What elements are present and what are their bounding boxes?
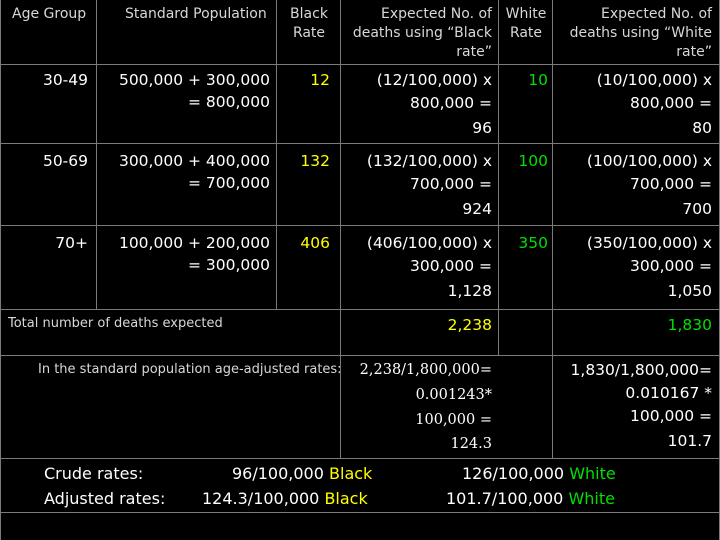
header-expected-black-2: deaths using “Black <box>352 25 492 41</box>
adjusted-white-line1: 1,830/1,800,000= <box>570 361 712 379</box>
expected-black-line1: (12/100,000) x <box>376 71 492 89</box>
adjusted-black-line3: 100,000 = <box>415 412 492 428</box>
totals-label: Total number of deaths expected <box>8 316 223 331</box>
divider-row-3 <box>0 309 720 310</box>
header-white-rate-1: White <box>505 6 547 22</box>
col-line-2 <box>276 0 277 309</box>
expected-black-line1: (132/100,000) x <box>366 152 492 170</box>
crude-white-word: White <box>569 464 616 483</box>
header-age-group: Age Group <box>12 6 87 22</box>
divider-row-1 <box>0 143 720 144</box>
black-rate-cell: 12 <box>310 71 330 89</box>
adjusted-white-line4: 101.7 <box>667 432 712 450</box>
header-expected-white-3: rate” <box>676 44 712 60</box>
col-line-3 <box>340 0 341 458</box>
divider-adjusted <box>0 458 720 459</box>
white-rate-cell: 100 <box>518 152 548 170</box>
expected-white-line1: (100/100,000) x <box>586 152 712 170</box>
crude-black-rate: 96/100,000 Black <box>232 466 372 482</box>
age-cell: 50-69 <box>42 152 88 170</box>
white-rate-cell: 10 <box>528 71 548 89</box>
divider-summary <box>0 512 720 513</box>
divider-totals <box>0 355 720 356</box>
adjusted-black-line1: 2,238/1,800,000= <box>359 362 492 378</box>
expected-white-line1: (10/100,000) x <box>596 71 712 89</box>
population-cell-line2: = 800,000 <box>187 93 270 111</box>
border-left <box>0 0 1 540</box>
expected-black-line1: (406/100,000) x <box>366 234 492 252</box>
adjusted-black-line4: 124.3 <box>450 436 492 452</box>
divider-header <box>0 64 720 65</box>
adjusted-rates-label: Adjusted rates: <box>44 489 166 508</box>
adjusted-black-value: 124.3/100,000 <box>202 489 320 508</box>
col-line-1 <box>96 0 97 309</box>
crude-white-rate: 126/100,000 White <box>462 466 616 482</box>
header-expected-black-3: rate” <box>456 44 492 60</box>
adjusted-white-word: White <box>568 489 615 508</box>
crude-black-value: 96/100,000 <box>232 464 324 483</box>
expected-white-line3: 700 <box>682 200 712 218</box>
crude-rates-label: Crude rates: <box>44 464 144 483</box>
population-cell-line1: 300,000 + 400,000 <box>118 152 270 170</box>
adjusted-black-rate: 124.3/100,000 Black <box>202 491 368 507</box>
col-line-5 <box>552 0 553 458</box>
expected-white-line3: 80 <box>692 119 712 137</box>
adjusted-label: In the standard population age-adjusted … <box>38 362 342 377</box>
expected-black-line3: 96 <box>472 119 492 137</box>
header-black-rate-2: Rate <box>292 25 326 41</box>
divider-row-2 <box>0 225 720 226</box>
population-cell-line2: = 700,000 <box>187 174 270 192</box>
white-rate-cell: 350 <box>518 234 548 252</box>
black-rate-cell: 406 <box>300 234 330 252</box>
black-rate-cell: 132 <box>300 152 330 170</box>
adjusted-white-rate: 101.7/100,000 White <box>446 491 615 507</box>
adjusted-black-word: Black <box>324 489 368 508</box>
population-cell-line2: = 300,000 <box>187 256 270 274</box>
expected-white-line2: 700,000 = <box>629 175 712 193</box>
expected-white-line1: (350/100,000) x <box>586 234 712 252</box>
col-line-4 <box>498 0 499 355</box>
expected-white-line2: 300,000 = <box>629 257 712 275</box>
expected-black-line3: 1,128 <box>447 282 492 300</box>
crude-white-value: 126/100,000 <box>462 464 565 483</box>
age-cell: 70+ <box>55 234 88 252</box>
population-cell-line1: 100,000 + 200,000 <box>118 234 270 252</box>
expected-black-line3: 924 <box>462 200 492 218</box>
total-black: 2,238 <box>447 316 492 334</box>
crude-black-word: Black <box>329 464 373 483</box>
expected-white-line2: 800,000 = <box>629 94 712 112</box>
header-expected-black-1: Expected No. of <box>381 6 492 22</box>
expected-white-line3: 1,050 <box>667 282 712 300</box>
expected-black-line2: 800,000 = <box>409 94 492 112</box>
age-cell: 30-49 <box>42 71 88 89</box>
adjusted-white-line2: 0.010167 * <box>625 384 712 402</box>
header-white-rate-2: Rate <box>509 25 543 41</box>
total-white: 1,830 <box>667 316 712 334</box>
population-cell-line1: 500,000 + 300,000 <box>118 71 270 89</box>
header-black-rate-1: Black <box>290 6 328 22</box>
adjusted-white-value: 101.7/100,000 <box>446 489 564 508</box>
header-expected-white-1: Expected No. of <box>601 6 712 22</box>
header-standard-population: Standard Population <box>125 6 267 22</box>
expected-black-line2: 300,000 = <box>409 257 492 275</box>
adjusted-black-line2: 0.001243* <box>415 387 492 403</box>
expected-black-line2: 700,000 = <box>409 175 492 193</box>
header-expected-white-2: deaths using “White <box>569 25 712 41</box>
adjusted-white-line3: 100,000 = <box>629 407 712 425</box>
